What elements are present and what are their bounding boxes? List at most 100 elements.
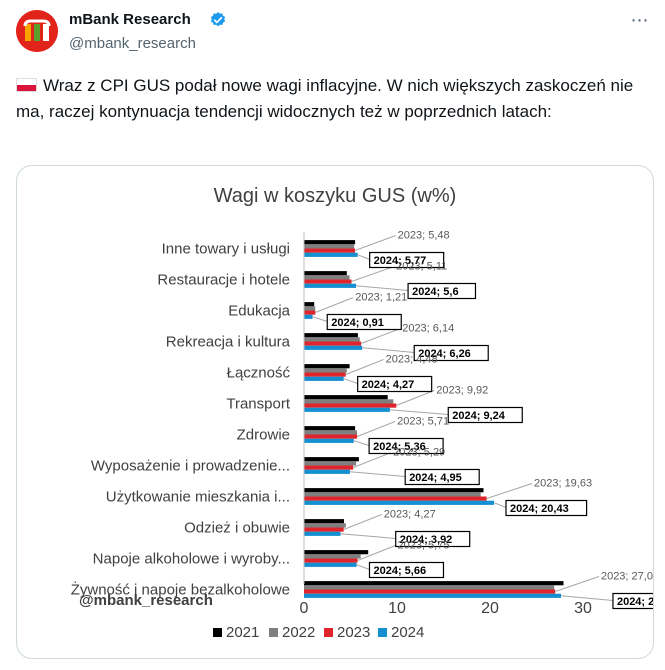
author-handle[interactable]: @mbank_research <box>69 35 196 52</box>
data-label-2024: 2024; 5,66 <box>373 565 426 577</box>
bar-2023 <box>304 403 397 408</box>
leader-line-2024 <box>356 564 370 570</box>
bar-2024 <box>304 283 357 288</box>
category-label: Transport <box>226 396 290 413</box>
bar-2021 <box>304 550 369 555</box>
leader-line-2023 <box>315 297 354 313</box>
data-label-2023: 2023; 4,27 <box>384 509 436 521</box>
leader-line-2024 <box>353 440 370 446</box>
bar-2021 <box>304 271 347 276</box>
legend-label-2024: 2024 <box>391 624 424 641</box>
chart: Wagi w koszyku GUS (w%) Inne towary i us… <box>71 185 653 641</box>
bar-2022 <box>304 492 481 497</box>
bar-2021 <box>304 457 359 462</box>
data-label-2023: 2023; 4,48 <box>386 354 438 366</box>
data-label-2024: 2024; 0,91 <box>331 317 384 329</box>
data-label-2024: 2024; 9,24 <box>452 410 505 422</box>
leader-line-2024 <box>389 409 449 415</box>
category-label: Napoje alkoholowe i wyroby... <box>93 551 290 568</box>
data-label-box-2024 <box>505 499 588 517</box>
category-label: Użytkowanie mieszkania i... <box>106 489 290 506</box>
leader-line-2024 <box>493 502 507 508</box>
bar-2022 <box>304 306 316 311</box>
category-label: Rekreacja i kultura <box>166 334 291 351</box>
data-label-box-2024 <box>368 437 444 455</box>
bar-2024 <box>304 562 357 567</box>
data-label-2023: 2023; 1,21 <box>355 292 407 304</box>
data-label-2024: 2024; 3,92 <box>400 534 453 546</box>
category-label: Edukacja <box>228 303 290 320</box>
bar-2024 <box>304 376 344 381</box>
bar-2022 <box>304 399 394 404</box>
bar-2023 <box>304 527 344 532</box>
tweet-body: Wraz z CPI GUS podał nowe wagi inflacyjn… <box>16 76 634 121</box>
category-label: Inne towary i usługi <box>162 241 290 258</box>
leader-line-2023 <box>345 359 384 375</box>
data-label-2024: 2024; 27,63 <box>617 596 653 608</box>
bar-2021 <box>304 581 564 586</box>
data-label-2024: 2024; 6,26 <box>418 348 471 360</box>
category-label: Restauracje i hotele <box>157 272 290 289</box>
data-label-2024: 2024; 5,6 <box>412 286 458 298</box>
legend-swatch-2024 <box>378 628 387 637</box>
leader-line-2023 <box>357 545 396 561</box>
leader-line-2024 <box>312 316 328 322</box>
bar-2024 <box>304 593 561 598</box>
data-label-box-2024 <box>357 375 433 393</box>
leader-line-2024 <box>560 595 614 601</box>
category-label: Łączność <box>227 365 291 382</box>
author-name[interactable]: mBank Research <box>69 11 191 28</box>
bar-2024 <box>304 469 350 474</box>
data-label-2023: 2023; 9,92 <box>436 385 488 397</box>
bar-2022 <box>304 523 346 528</box>
bar-2021 <box>304 395 388 400</box>
leader-line-2024 <box>356 285 409 291</box>
legend-label-2021: 2021 <box>226 624 259 641</box>
leader-line-2023 <box>486 483 533 499</box>
leader-line-2023 <box>356 421 396 437</box>
leader-line-2024 <box>357 254 370 260</box>
category-label: Wyposażenie i prowadzenie... <box>91 458 290 475</box>
bar-2021 <box>304 488 484 493</box>
data-label-box-2024 <box>413 344 489 362</box>
tweet-image[interactable]: Wagi w koszyku GUS (w%) Inne towary i us… <box>16 165 654 659</box>
bar-2023 <box>304 589 556 594</box>
bar-2023 <box>304 558 358 563</box>
mbank-logo-icon <box>16 10 58 52</box>
data-label-2023: 2023; 5,75 <box>397 540 449 552</box>
bar-2024 <box>304 531 341 536</box>
bar-2023 <box>304 341 362 346</box>
data-label-2023: 2023; 5,11 <box>396 261 447 273</box>
bar-2021 <box>304 302 315 307</box>
category-label: Odzież i obuwie <box>184 520 290 537</box>
data-label-2023: 2023; 6,14 <box>402 323 454 335</box>
verified-badge-icon <box>210 12 226 27</box>
watermark: @mbank_research <box>79 592 213 609</box>
data-label-2024: 2024; 4,27 <box>362 379 415 391</box>
x-tick-label: 20 <box>481 600 499 617</box>
bar-2022 <box>304 554 361 559</box>
chart-title: Wagi w koszyku GUS (w%) <box>214 185 457 207</box>
bar-2021 <box>304 426 356 431</box>
avatar[interactable] <box>16 10 58 52</box>
leader-line-2024 <box>362 347 415 353</box>
bar-2021 <box>304 333 358 338</box>
data-label-box-2024 <box>612 592 653 610</box>
bar-2022 <box>304 244 355 249</box>
x-tick-label: 10 <box>388 600 406 617</box>
leader-line-2023 <box>360 328 401 344</box>
bar-2022 <box>304 275 350 280</box>
bar-2023 <box>304 434 358 439</box>
leader-line-2023 <box>353 452 392 468</box>
legend-swatch-2022 <box>269 628 278 637</box>
category-label: Żywność i napoje bezalkoholowe <box>71 581 290 599</box>
x-tick-label: 0 <box>300 600 309 617</box>
more-options-icon[interactable]: ⋯ <box>630 10 650 30</box>
leader-line-2024 <box>349 471 406 477</box>
bar-2024 <box>304 314 313 319</box>
leader-line-2023 <box>555 576 600 592</box>
leader-line-2023 <box>343 514 382 530</box>
data-label-2024: 2024; 4,95 <box>409 472 462 484</box>
data-label-2023: 2023; 27,01 <box>601 571 653 583</box>
bar-2024 <box>304 252 358 257</box>
